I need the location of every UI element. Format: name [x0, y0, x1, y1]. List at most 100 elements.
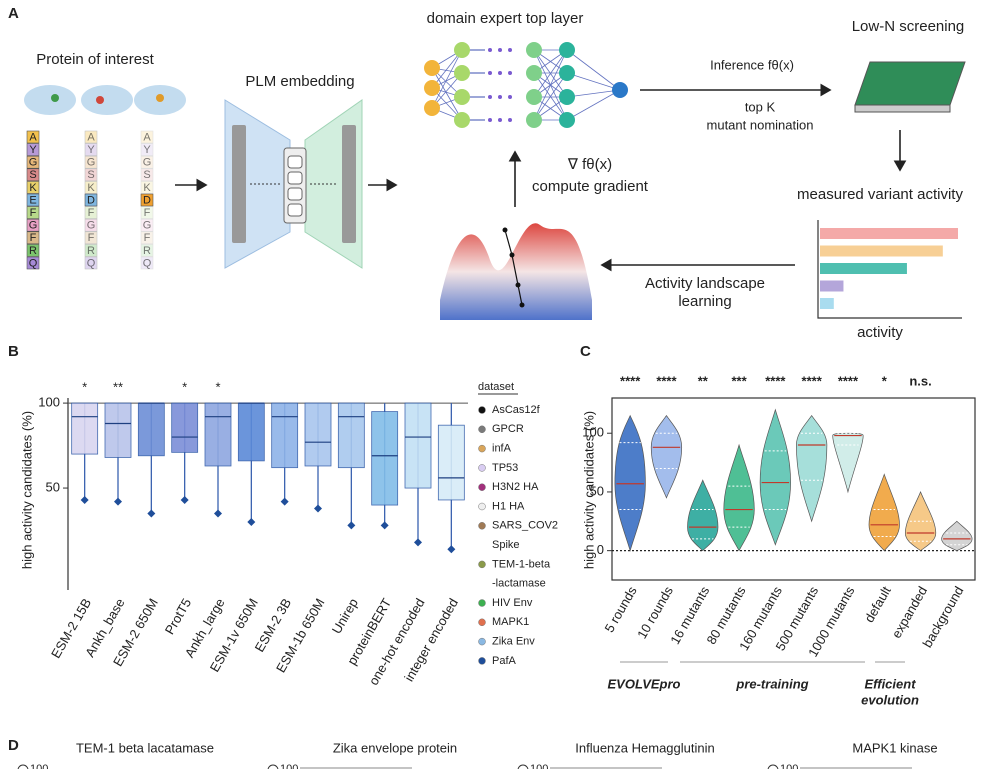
residue-box [84, 130, 98, 144]
residue-box [26, 181, 40, 194]
box [237, 402, 265, 462]
node-dot [498, 118, 502, 122]
whisker-end [280, 497, 289, 506]
box [371, 411, 399, 506]
residue: G [143, 220, 152, 232]
violin [759, 408, 791, 546]
y-tick-label: 0 [597, 542, 604, 557]
violin [904, 491, 937, 552]
node [454, 65, 470, 81]
legend-title: dataset [478, 381, 514, 393]
legend-label: PafA [492, 655, 517, 667]
residue-box [84, 155, 98, 169]
plot-frame [611, 397, 976, 581]
residue: K [29, 182, 37, 194]
icon [267, 764, 279, 769]
whisker-end [114, 497, 122, 506]
whisker-end [447, 545, 456, 554]
significance: n.s. [909, 373, 931, 388]
legend-marker [478, 425, 486, 434]
legend-marker [478, 657, 486, 665]
residue: D [87, 194, 95, 206]
violin [650, 414, 683, 499]
legend-label: TEM-1-beta [492, 558, 551, 570]
legend-label: TP53 [492, 462, 518, 474]
residue: G [87, 220, 96, 232]
residue: F [144, 207, 151, 219]
whisker-end [180, 495, 189, 504]
node-dot [508, 118, 512, 122]
residue: Q [29, 257, 38, 269]
panel-label: D [8, 737, 19, 754]
significance: * [215, 379, 220, 394]
node [526, 65, 542, 81]
y-tick-label: 100 [38, 395, 60, 410]
residue-box [140, 130, 154, 144]
violin [832, 432, 864, 494]
residue: Y [87, 144, 95, 156]
residue-box [26, 130, 40, 144]
legend-marker [478, 522, 486, 530]
y-tick-label: 50 [46, 479, 60, 494]
residue: S [143, 169, 150, 181]
violin [723, 443, 755, 552]
significance: **** [802, 373, 823, 388]
node-dot [498, 71, 502, 75]
edge [566, 89, 621, 98]
legend-label: Zika Env [492, 636, 535, 648]
node [526, 112, 542, 128]
legend-marker [478, 560, 486, 569]
residue-box [140, 231, 154, 245]
residue: K [87, 182, 95, 194]
node-dot [508, 71, 512, 75]
icon [517, 764, 529, 769]
residue: S [29, 169, 36, 181]
significance: **** [838, 373, 859, 388]
box [337, 402, 365, 469]
residue: F [88, 207, 95, 219]
violin [796, 414, 828, 523]
residue-box [140, 168, 154, 182]
box [437, 424, 465, 501]
legend-marker [478, 599, 486, 607]
whisker-end [314, 504, 322, 513]
legend-label: H3N2 HA [492, 481, 539, 493]
icon [767, 764, 779, 769]
significance: **** [765, 373, 786, 388]
screening-title: Low-N screening [852, 18, 965, 35]
residue: Y [143, 144, 151, 156]
y-tick-label: 100 [30, 763, 48, 769]
whisker-end [380, 521, 389, 530]
node [424, 80, 440, 96]
residue: Q [87, 257, 96, 269]
residue-box [140, 206, 154, 219]
y-tick-label: 100 [582, 425, 604, 440]
node-dot [508, 95, 512, 99]
residue-box [140, 193, 154, 207]
whisker-end [247, 518, 256, 527]
legend-label: AsCas12f [492, 404, 541, 416]
activity-bar [820, 280, 844, 292]
node [559, 65, 575, 81]
legend-label: MAPK1 [492, 616, 529, 628]
residue-box [140, 256, 154, 270]
legend-marker [478, 464, 486, 472]
activity-bar [820, 263, 907, 274]
node-dot [498, 48, 502, 52]
legend-marker [478, 483, 486, 491]
group-label: pre-training [735, 676, 808, 691]
legend-marker [478, 444, 486, 453]
box [304, 402, 332, 467]
node [559, 89, 575, 105]
y-axis-label: high activity candidates (%) [581, 411, 596, 569]
edge [533, 72, 568, 121]
residue: R [29, 245, 37, 257]
activity-label: activity [857, 324, 903, 341]
whisker-end [80, 495, 89, 504]
box [171, 402, 199, 453]
residue: A [29, 131, 37, 143]
node [526, 42, 542, 58]
edge [431, 49, 463, 109]
activity-bar [820, 298, 834, 309]
legend-label: GPCR [492, 423, 524, 435]
